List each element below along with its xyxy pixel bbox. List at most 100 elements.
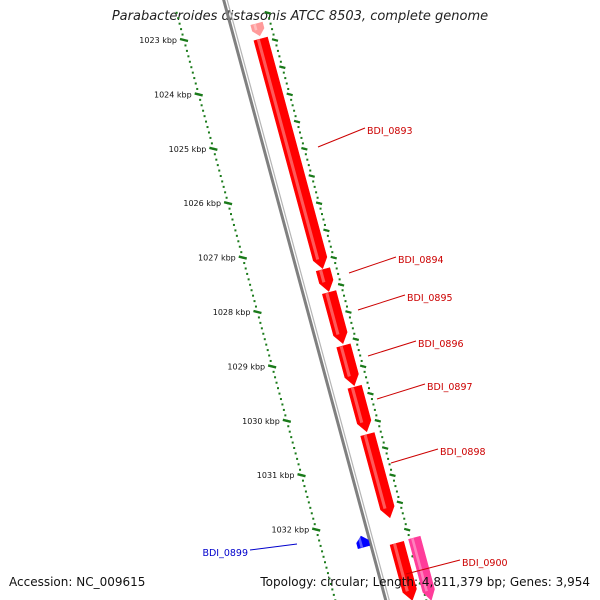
- outer-tick-mark: [286, 92, 293, 97]
- minor-tick-dot: [178, 22, 181, 25]
- gene-labels-group: BDI_0893 BDI_0894 BDI_0895 BDI_0896 BDI_0897…: [202, 126, 507, 569]
- minor-tick-dot: [252, 294, 255, 297]
- gene-arrow-bdi_0895[interactable]: [322, 290, 348, 345]
- tick-label: 1025 kbp: [169, 145, 207, 154]
- gene-arrow-bdi_0893[interactable]: [253, 36, 328, 269]
- outer-tick-dot: [404, 523, 407, 526]
- minor-tick-dot: [194, 82, 197, 85]
- minor-tick-dot: [268, 354, 271, 357]
- outer-tick-dot: [293, 109, 296, 112]
- gene-label-leader: [405, 559, 461, 575]
- outer-tick-dot: [304, 153, 307, 156]
- gene-arrow-highlight: [253, 23, 258, 31]
- minor-tick-dot: [222, 185, 225, 188]
- gene-label-bdi_0896[interactable]: BDI_0896: [418, 339, 464, 350]
- outer-tick-dot: [322, 218, 325, 221]
- gene-arrow-bdi_0897[interactable]: [347, 384, 372, 433]
- minor-tick-dot: [329, 583, 332, 585]
- minor-tick-dot: [231, 218, 234, 221]
- genes-group: [250, 21, 435, 600]
- tick-label: 1029 kbp: [227, 362, 265, 371]
- gene-label-bdi_0893[interactable]: BDI_0893: [367, 126, 413, 137]
- outer-tick-dot: [373, 408, 376, 411]
- minor-tick-dot: [322, 555, 325, 558]
- gene-arrow-bdi_0899[interactable]: [356, 535, 371, 549]
- minor-tick-dot: [321, 550, 324, 553]
- minor-tick-dot: [291, 441, 294, 444]
- outer-tick-dot: [329, 245, 332, 248]
- minor-tick-dot: [247, 278, 250, 281]
- outer-tick-dot: [363, 370, 366, 373]
- gene-arrow-highlight: [357, 536, 364, 548]
- minor-tick-dot: [294, 452, 297, 455]
- gene-arrow-unlabeled[interactable]: [250, 21, 265, 37]
- outer-tick-dot: [348, 316, 351, 319]
- minor-tick-dot: [277, 387, 280, 390]
- gene-label-bdi_0898[interactable]: BDI_0898: [440, 447, 486, 458]
- gene-label-leader: [390, 448, 439, 464]
- outer-tick-mark: [359, 364, 367, 369]
- major-tick-mark: [209, 146, 218, 151]
- gene-label-bdi_0899[interactable]: BDI_0899: [202, 548, 248, 559]
- outer-tick-dot: [315, 191, 318, 194]
- minor-tick-dot: [324, 561, 327, 564]
- minor-tick-dot: [180, 28, 183, 31]
- minor-tick-dot: [282, 408, 285, 411]
- minor-tick-dot: [309, 506, 312, 509]
- minor-tick-dot: [293, 447, 296, 449]
- minor-tick-dot: [175, 11, 178, 14]
- outer-tick-dot: [268, 17, 271, 20]
- outer-tick-dot: [366, 381, 369, 384]
- gene-arrow-bdi_0894[interactable]: [315, 267, 334, 292]
- major-tick-mark: [238, 255, 248, 260]
- minor-tick-dot: [328, 577, 331, 580]
- minor-tick-dot: [177, 17, 180, 20]
- gene-label-bdi_0900[interactable]: BDI_0900: [462, 558, 508, 569]
- minor-tick-dot: [299, 468, 302, 471]
- minor-tick-dot: [193, 77, 196, 80]
- outer-tick-mark: [323, 228, 330, 233]
- minor-tick-dot: [331, 588, 334, 591]
- outer-tick-dot: [353, 332, 356, 335]
- outer-tick-dot: [365, 376, 368, 379]
- outer-tick-dot: [334, 262, 337, 265]
- outer-tick-dot: [400, 506, 403, 509]
- tick-marks-group: 1023 kbp 1024 kbp 1025 kbp 1026 kbp 1027 kbp…: [139, 10, 426, 586]
- accession-text: Accession: NC_009615: [9, 575, 146, 589]
- gene-label-bdi_0894[interactable]: BDI_0894: [398, 255, 444, 266]
- minor-tick-dot: [199, 98, 202, 101]
- minor-tick-dot: [310, 512, 313, 515]
- gene-label-bdi_0897[interactable]: BDI_0897: [427, 382, 473, 393]
- minor-tick-dot: [266, 349, 269, 352]
- major-tick-mark: [282, 418, 292, 423]
- minor-tick-dot: [202, 109, 205, 112]
- outer-tick-dot: [279, 60, 282, 63]
- outer-tick-mark: [315, 201, 323, 206]
- gene-arrow-bdi_0898[interactable]: [360, 432, 395, 519]
- gene-label-leader: [317, 127, 366, 148]
- outer-tick-dot: [360, 359, 363, 362]
- outer-tick-dot: [276, 49, 279, 52]
- gene-arrow-bdi_0896[interactable]: [336, 343, 359, 386]
- gene-label-bdi_0895[interactable]: BDI_0895: [407, 293, 453, 304]
- minor-tick-dot: [200, 104, 203, 107]
- major-tick-mark: [297, 473, 306, 478]
- outer-tick-dot: [401, 512, 404, 515]
- minor-tick-dot: [284, 414, 287, 417]
- minor-tick-dot: [275, 381, 278, 384]
- tick-label: 1024 kbp: [154, 90, 192, 99]
- outer-tick-dot: [282, 71, 285, 74]
- gene-arrow-unlabeled[interactable]: [408, 535, 435, 600]
- outer-tick-dot: [407, 534, 410, 537]
- outer-tick-dot: [337, 272, 340, 275]
- outer-tick-dot: [307, 164, 310, 167]
- outer-tick-dot: [313, 185, 316, 188]
- gene-arrow-highlight: [339, 345, 351, 377]
- outer-tick-mark: [293, 119, 301, 124]
- outer-tick-dot: [423, 593, 426, 596]
- minor-tick-dot: [206, 126, 209, 129]
- minor-tick-dot: [332, 593, 335, 596]
- minor-tick-dot: [326, 572, 329, 575]
- minor-tick-dot: [215, 158, 218, 161]
- gene-arrow-bdi_0900[interactable]: [389, 541, 417, 600]
